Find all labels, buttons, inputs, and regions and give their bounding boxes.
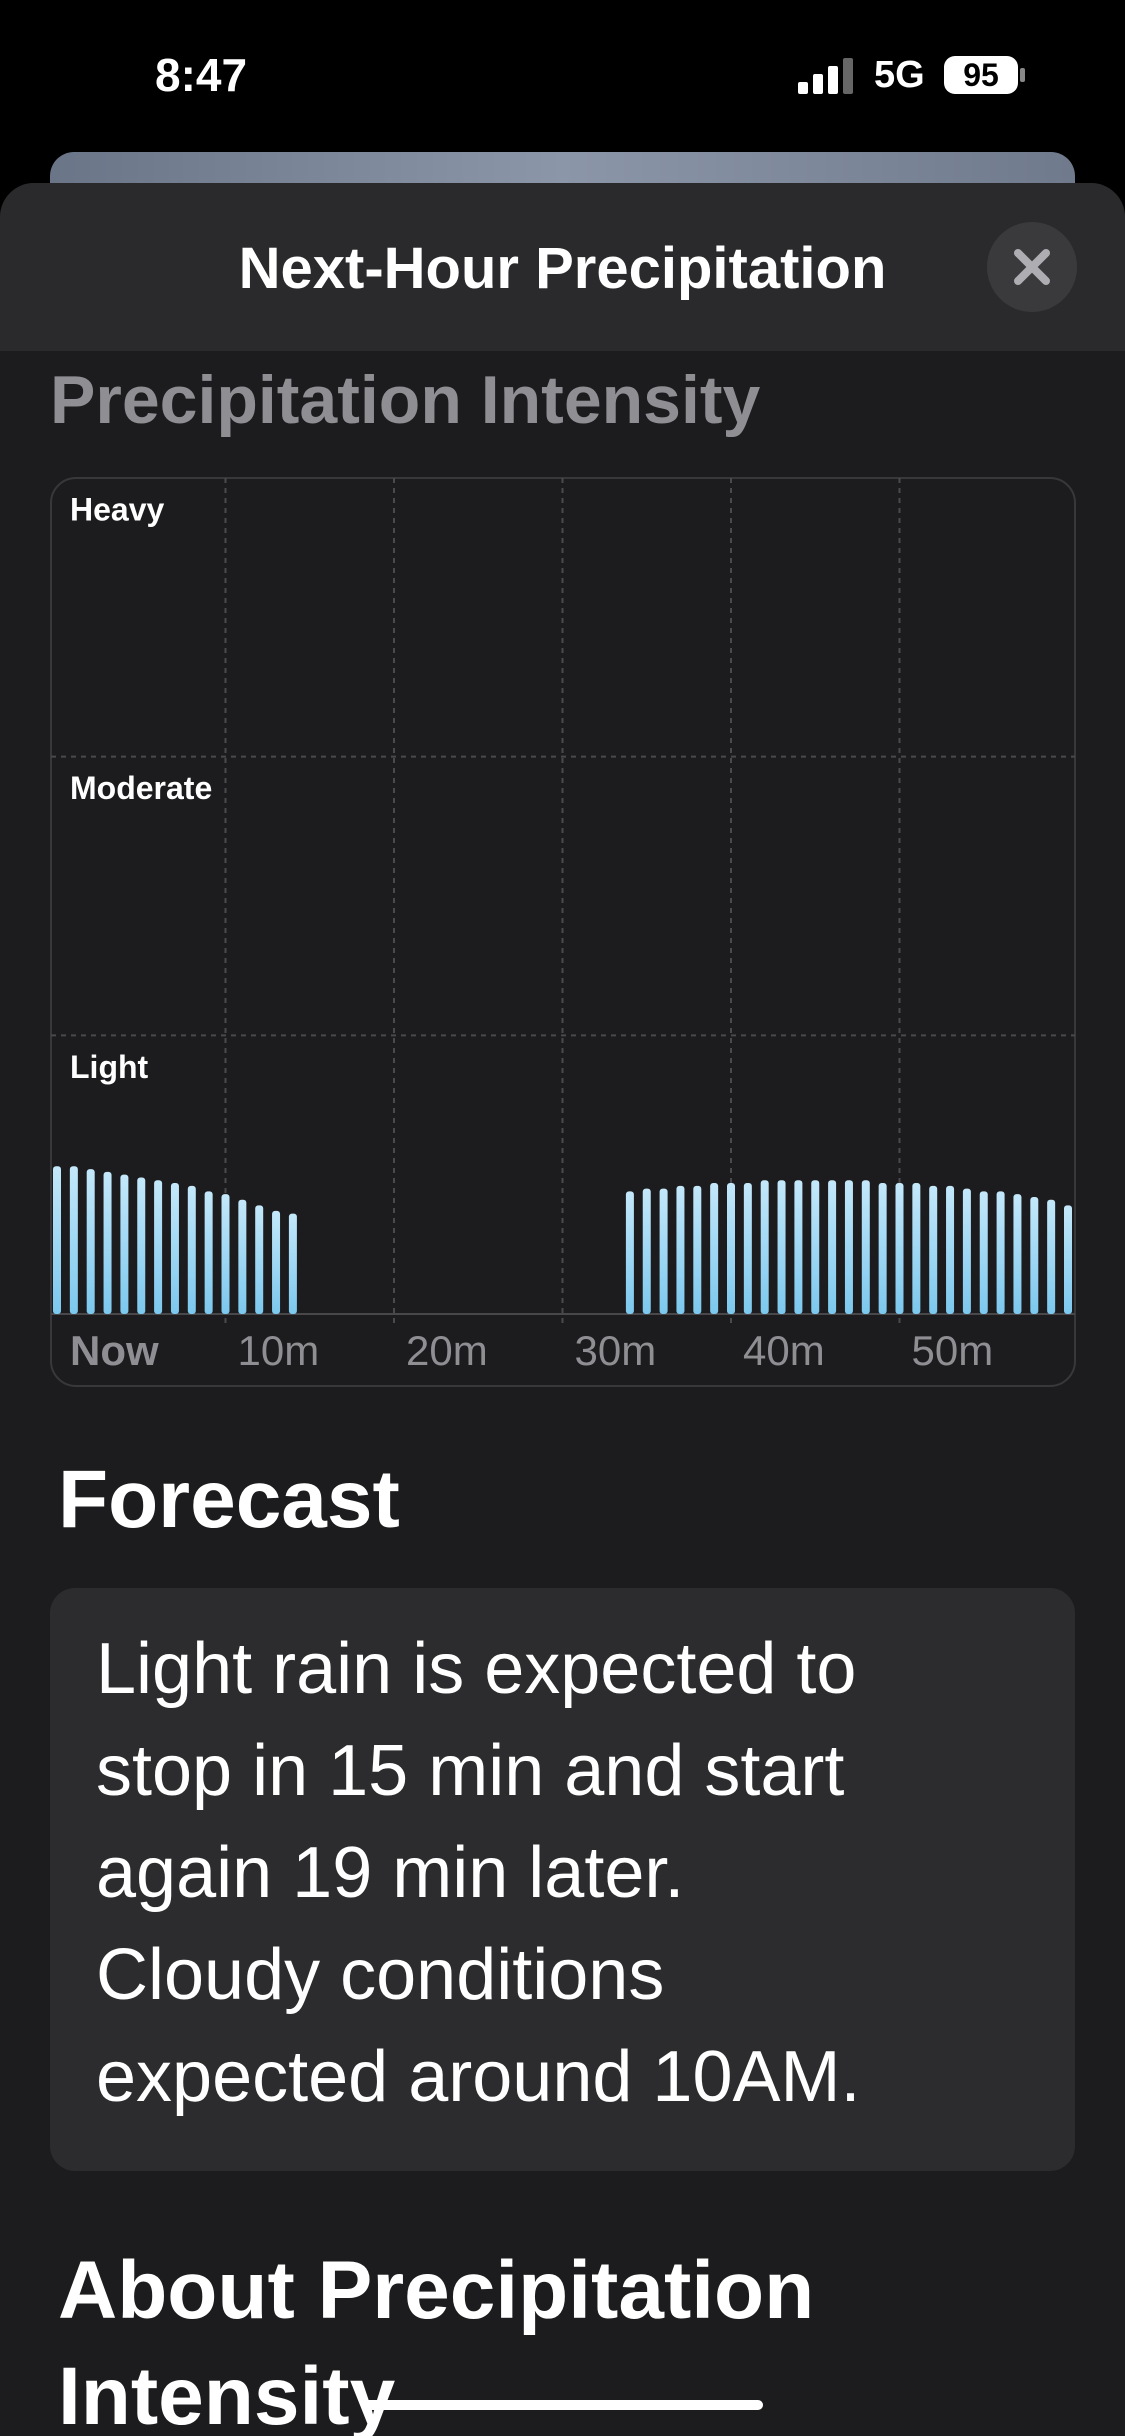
bar (86, 1169, 95, 1314)
bar (861, 1180, 870, 1314)
bar (204, 1191, 213, 1314)
battery-tip (1020, 68, 1025, 82)
bar (272, 1210, 281, 1314)
bar (137, 1177, 146, 1314)
forecast-heading: Forecast (58, 1454, 400, 1545)
bar (727, 1183, 735, 1314)
bar (255, 1205, 264, 1314)
x-tick-label: 20m (406, 1327, 488, 1374)
bar (1013, 1194, 1022, 1314)
bar (811, 1180, 820, 1314)
close-icon (1014, 249, 1050, 285)
bar (878, 1183, 887, 1314)
y-tick-label: Light (70, 1049, 149, 1085)
bar (693, 1185, 702, 1314)
bar (777, 1180, 786, 1314)
battery: 95 (944, 56, 1018, 94)
bar (929, 1185, 938, 1314)
x-tick-label: 10m (238, 1327, 320, 1374)
x-tick-label: 50m (912, 1327, 994, 1374)
bar (895, 1183, 904, 1314)
bar (844, 1180, 853, 1314)
bar (794, 1180, 803, 1314)
forecast-line: Cloudy conditions (96, 1935, 665, 2015)
bar (103, 1171, 112, 1314)
status-time: 8:47 (155, 49, 248, 101)
bar (996, 1191, 1005, 1314)
bar (1047, 1199, 1056, 1314)
y-tick-label: Heavy (70, 491, 165, 527)
bar (1064, 1205, 1072, 1314)
bar (743, 1183, 752, 1314)
bar (642, 1188, 651, 1314)
forecast-line: stop in 15 min and start (96, 1731, 845, 1811)
bar (69, 1166, 78, 1314)
sheet-title: Next-Hour Precipitation (238, 236, 887, 301)
bar (946, 1185, 955, 1314)
bar (1030, 1196, 1039, 1314)
bar (659, 1188, 668, 1314)
forecast-line: expected around 10AM. (96, 2037, 861, 2117)
section-title: Precipitation Intensity (50, 362, 761, 438)
bar (625, 1191, 634, 1314)
bar (170, 1183, 179, 1314)
network-label: 5G (874, 54, 925, 96)
forecast-line: again 19 min later. (96, 1833, 685, 1913)
y-tick-label: Moderate (70, 770, 212, 806)
sheet: Next-Hour Precipitation Precipitation In… (0, 183, 1125, 2436)
signal-icon (798, 58, 853, 94)
bar (238, 1199, 247, 1314)
x-tick-label: 40m (743, 1327, 825, 1374)
bar (828, 1180, 837, 1314)
x-tick-label: Now (70, 1327, 159, 1374)
bar (154, 1180, 163, 1314)
bar (288, 1213, 297, 1314)
bar (120, 1174, 129, 1314)
x-tick-label: 30m (575, 1327, 657, 1374)
bar (912, 1183, 921, 1314)
bar (53, 1166, 61, 1314)
bar (979, 1191, 988, 1314)
bar (221, 1194, 230, 1314)
forecast-card: Light rain is expected to stop in 15 min … (50, 1588, 1075, 2171)
about-heading: About Precipitation Intensity (58, 2245, 815, 2436)
sheet-header: Next-Hour Precipitation (0, 183, 1125, 351)
bar (962, 1188, 971, 1314)
bar (676, 1185, 685, 1314)
bar (187, 1185, 196, 1314)
home-indicator (362, 2400, 763, 2410)
bar (710, 1183, 719, 1314)
close-button[interactable] (987, 222, 1077, 312)
bar (760, 1180, 769, 1314)
chart: Light Moderate Heavy Now 10m 20m 30m 40m 50m (50, 477, 1076, 1387)
forecast-line: Light rain is expected to (96, 1629, 857, 1709)
